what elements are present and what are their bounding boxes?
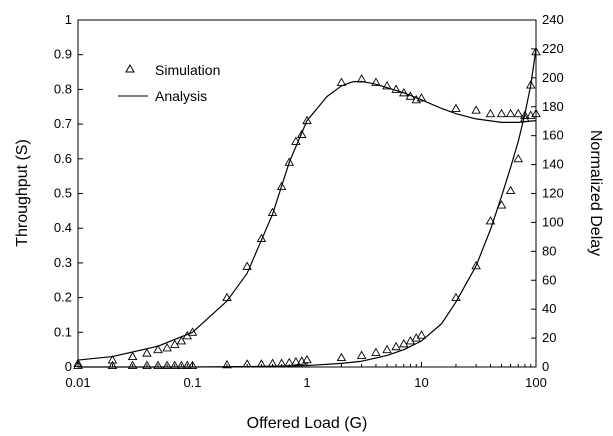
y-right-tick-label: 200 xyxy=(542,70,564,85)
simulation-point xyxy=(127,360,138,370)
simulation-point xyxy=(107,360,118,370)
simulation-point xyxy=(176,360,187,370)
y-left-tick-label: 0.3 xyxy=(54,255,72,270)
simulation-point xyxy=(182,360,193,370)
y-left-tick-label: 0.1 xyxy=(54,324,72,339)
simulation-point xyxy=(451,103,461,112)
simulation-point xyxy=(162,343,172,352)
y-right-tick-label: 20 xyxy=(542,330,556,345)
y-right-tick-label: 100 xyxy=(542,214,564,229)
simulation-point xyxy=(153,344,163,354)
simulation-point xyxy=(336,352,347,362)
simulation-point xyxy=(356,350,367,359)
y-left-tick-label: 0.4 xyxy=(54,220,72,235)
simulation-point xyxy=(169,339,180,348)
simulation-point xyxy=(302,354,312,364)
x-tick-label: 1 xyxy=(303,375,310,390)
y2-axis-title: Normalized Delay xyxy=(587,130,604,256)
simulation-point xyxy=(471,260,481,270)
y-right-tick-label: 0 xyxy=(542,359,549,374)
simulation-point xyxy=(416,330,427,339)
simulation-point xyxy=(451,292,461,302)
y-right-tick-label: 240 xyxy=(542,12,564,27)
y-left-tick-label: 0.6 xyxy=(54,151,72,166)
simulation-point xyxy=(513,153,524,163)
simulation-point xyxy=(382,344,392,354)
simulation-point xyxy=(391,84,401,93)
y-axis-title: Throughput (S) xyxy=(14,139,31,247)
simulation-point xyxy=(256,233,267,243)
simulation-point xyxy=(520,113,530,122)
y-right-tick-label: 140 xyxy=(542,157,564,172)
legend-label-analysis: Analysis xyxy=(155,88,207,104)
x-tick-label: 0.01 xyxy=(65,375,90,390)
x-tick-label: 100 xyxy=(525,375,547,390)
simulation-point xyxy=(176,336,187,345)
simulation-point xyxy=(73,360,83,370)
legend-triangle-marker xyxy=(125,63,135,73)
simulation-point xyxy=(284,157,295,166)
simulation-point xyxy=(513,108,524,118)
simulation-point xyxy=(496,200,507,209)
x-tick-label: 0.1 xyxy=(183,375,201,390)
simulation-point xyxy=(187,360,198,370)
simulation-point xyxy=(371,347,381,356)
y-right-tick-label: 160 xyxy=(542,128,564,143)
simulation-point xyxy=(222,359,232,369)
x-axis-title: Offered Load (G) xyxy=(247,415,368,432)
simulation-point xyxy=(496,108,507,118)
y-left-tick-label: 0.5 xyxy=(54,186,72,201)
simulation-point xyxy=(142,360,152,370)
simulation-point xyxy=(391,341,401,351)
y-right-tick-label: 80 xyxy=(542,243,556,258)
simulation-point xyxy=(153,360,163,370)
simulation-point xyxy=(405,336,416,345)
simulation-point xyxy=(162,360,172,370)
y-left-tick-label: 0.9 xyxy=(54,47,72,62)
simulation-point xyxy=(382,81,392,90)
simulation-point xyxy=(520,110,530,119)
simulation-point xyxy=(296,129,307,138)
simulation-point xyxy=(291,357,301,366)
simulation-point xyxy=(485,108,496,118)
simulation-point xyxy=(302,115,312,125)
series-layer xyxy=(73,46,541,370)
y-right-tick-label: 60 xyxy=(542,272,556,287)
simulation-point xyxy=(242,261,252,270)
simulation-point xyxy=(127,351,138,361)
simulation-point xyxy=(187,327,198,336)
simulation-point xyxy=(531,46,541,56)
simulation-point xyxy=(531,108,541,118)
legend: Simulation Analysis xyxy=(118,62,220,104)
simulation-point xyxy=(256,359,267,368)
tick-group: 0.01 0.1 1 10 10000.10.20.30.40.50.60.70.80.… xyxy=(54,12,564,390)
series-line-analysis-left xyxy=(77,80,537,361)
simulation-point xyxy=(276,181,287,191)
y-right-tick-label: 220 xyxy=(542,41,564,56)
y-right-tick-label: 120 xyxy=(542,186,564,201)
simulation-point xyxy=(485,216,496,225)
y-right-tick-label: 40 xyxy=(542,301,556,316)
legend-label-simulation: Simulation xyxy=(155,62,220,78)
y-left-tick-label: 0.2 xyxy=(54,290,72,305)
simulation-point xyxy=(107,355,118,364)
simulation-point xyxy=(471,105,481,114)
simulation-point xyxy=(505,108,516,118)
series-line-analysis-right xyxy=(78,48,537,368)
y-left-tick-label: 0.7 xyxy=(54,116,72,131)
y-left-tick-label: 0 xyxy=(65,359,72,374)
plot-frame xyxy=(77,19,537,368)
simulation-point xyxy=(169,360,180,370)
y-left-tick-label: 0.8 xyxy=(54,81,72,96)
simulation-point xyxy=(416,93,427,102)
simulation-point xyxy=(505,185,516,195)
simulation-point xyxy=(398,338,409,348)
simulation-point xyxy=(142,348,152,357)
simulation-point xyxy=(371,77,381,86)
y-right-tick-label: 180 xyxy=(542,99,564,114)
y-left-tick-label: 1 xyxy=(65,12,72,27)
x-tick-label: 10 xyxy=(414,375,428,390)
